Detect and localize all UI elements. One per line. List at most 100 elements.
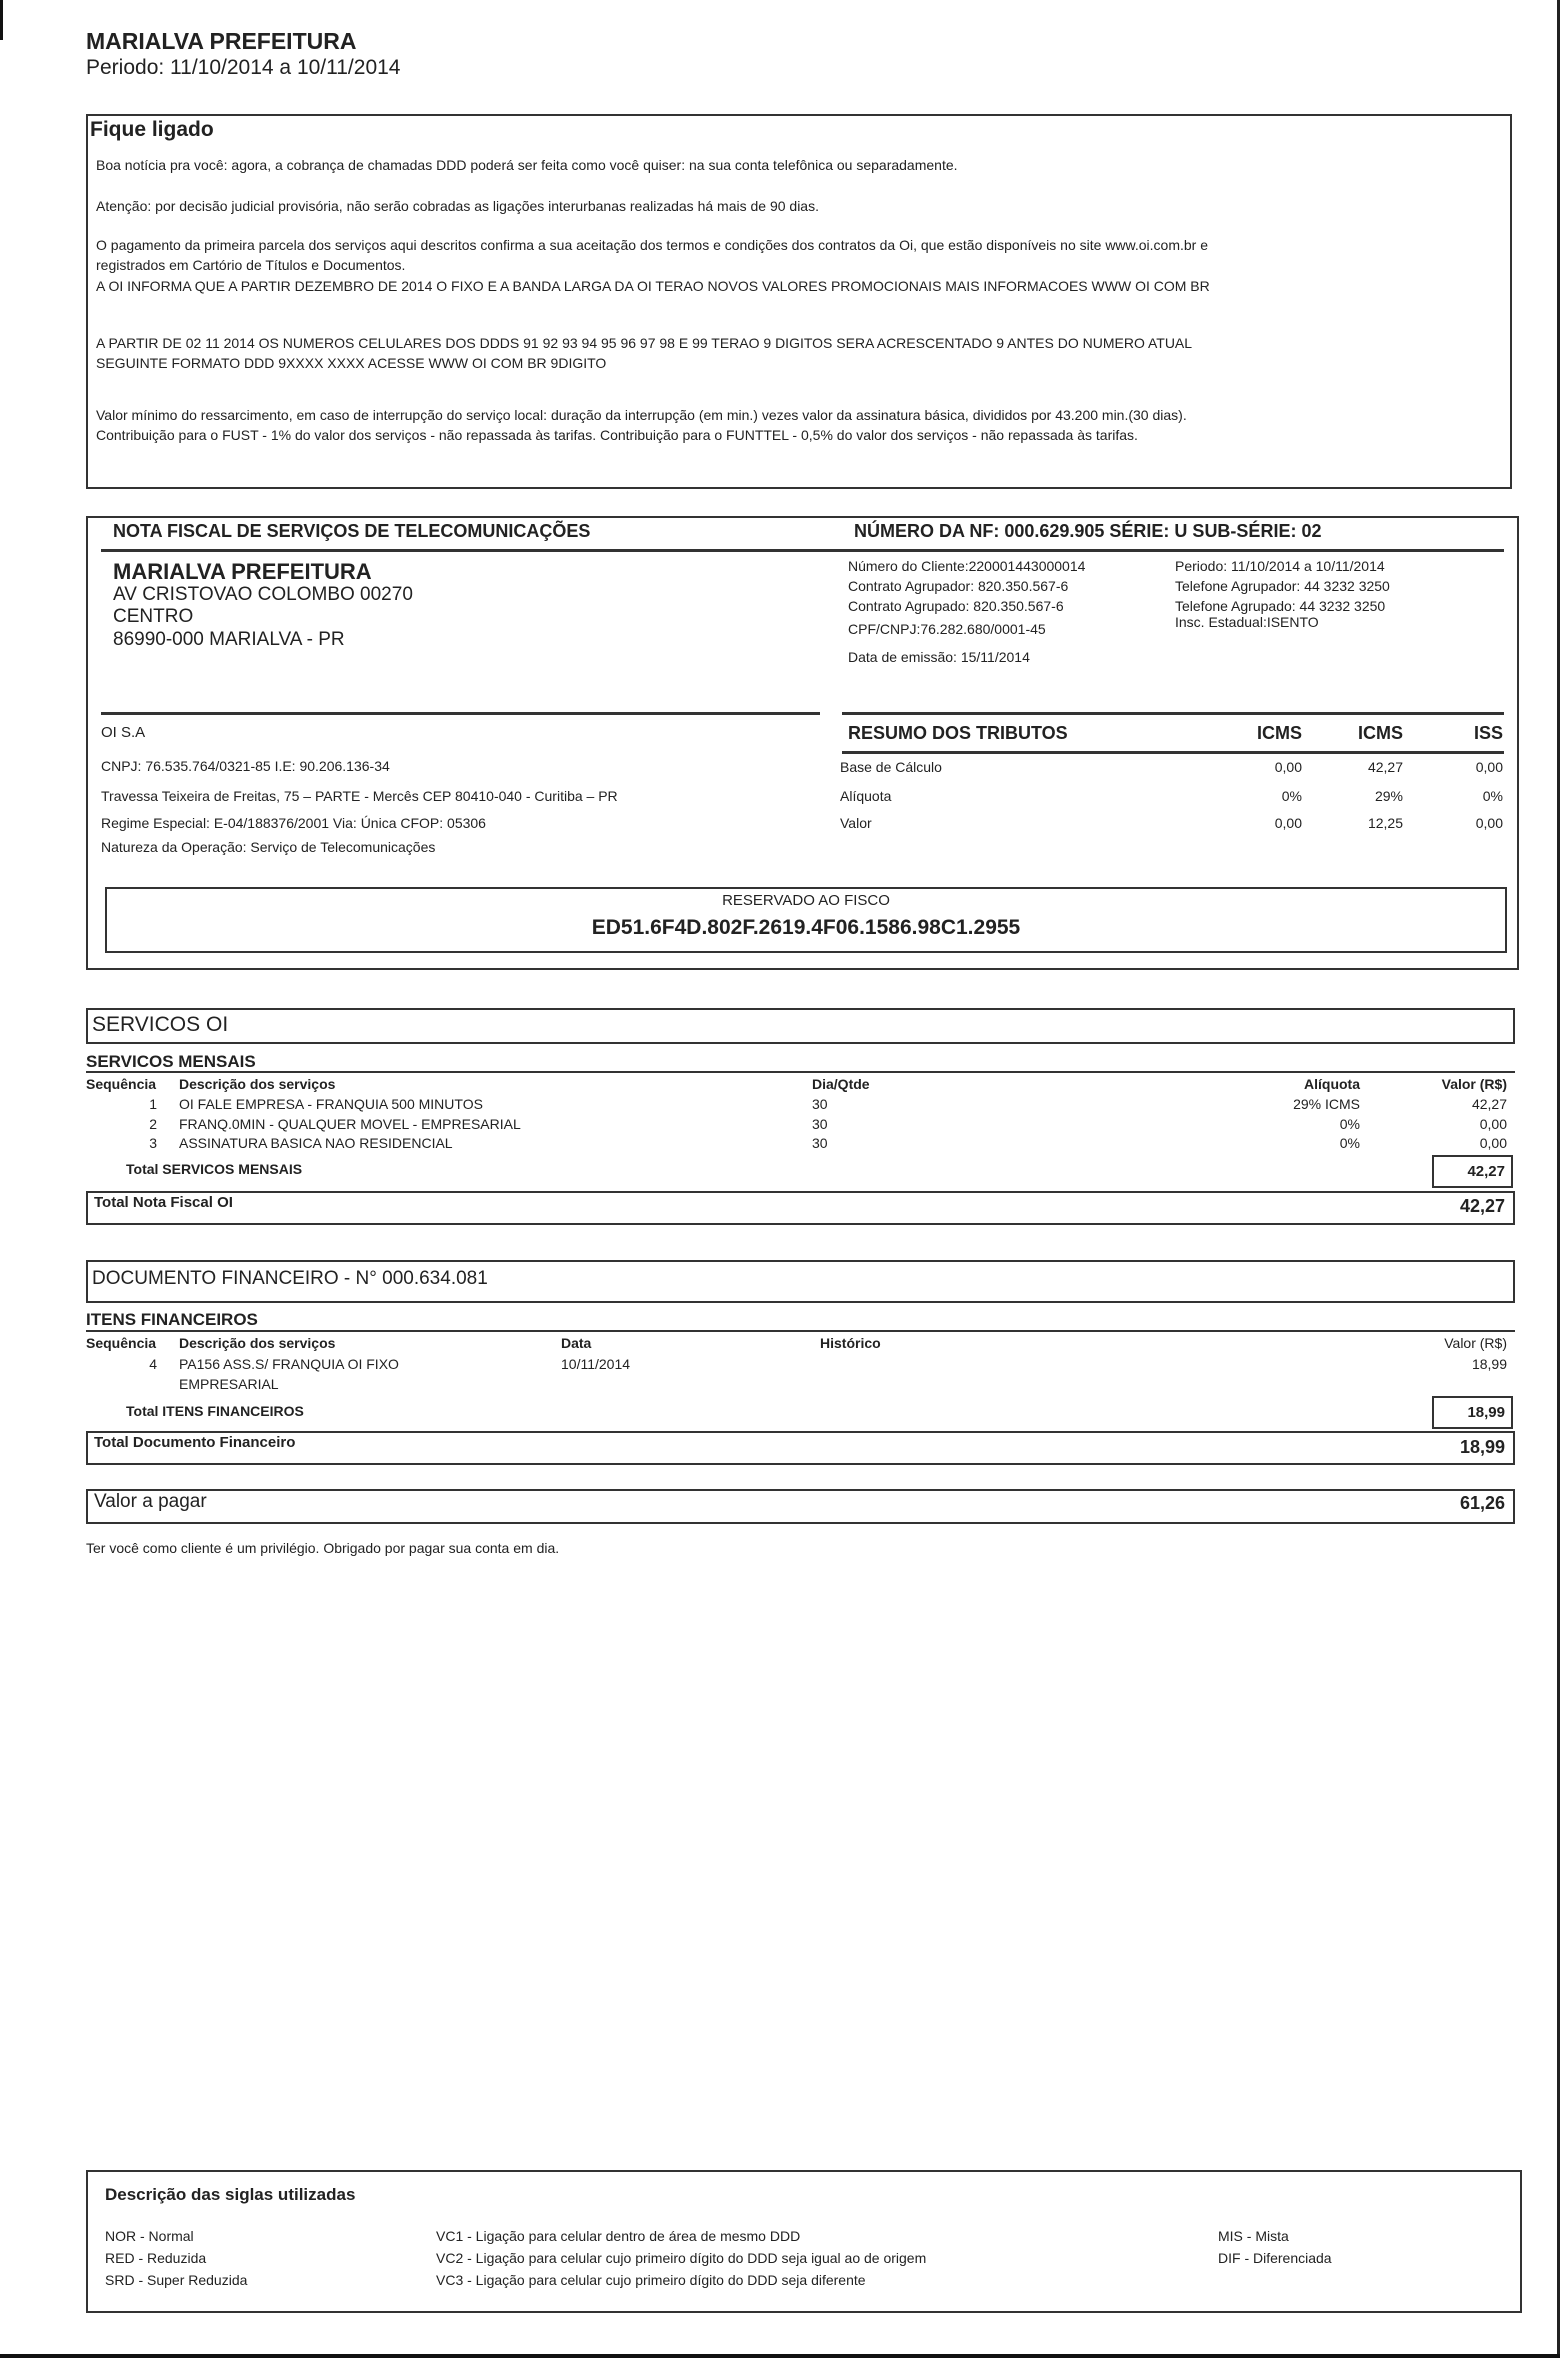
row-value: 42,27: [1471, 1096, 1507, 1112]
services-total-label: Total SERVICOS MENSAIS: [126, 1161, 303, 1177]
taxes-title: RESUMO DOS TRIBUTOS: [848, 723, 1068, 743]
legend-item: SRD - Super Reduzida: [105, 2272, 248, 2288]
row-seq: 1: [149, 1096, 157, 1112]
phone-grouped: Telefone Agrupado: 44 3232 3250: [1175, 598, 1386, 614]
col-sequence: Sequência: [86, 1335, 157, 1351]
legend-item: DIF - Diferenciada: [1218, 2250, 1332, 2266]
issuer-cnpj: CNPJ: 76.535.764/0321-85 I.E: 90.206.136…: [101, 758, 390, 774]
notice-line: Boa notícia pra você: agora, a cobrança …: [96, 157, 958, 173]
notice-line: Contribuição para o FUST - 1% do valor d…: [96, 427, 1138, 443]
doc-total-value: 18,99: [1459, 1437, 1505, 1457]
financial-header-box: [86, 1260, 1515, 1303]
legend-title: Descrição das siglas utilizadas: [105, 2185, 356, 2204]
tax-row-label: Alíquota: [840, 788, 892, 804]
divider: [101, 712, 820, 715]
row-desc: OI FALE EMPRESA - FRANQUIA 500 MINUTOS: [179, 1096, 483, 1112]
billing-period: Periodo: 11/10/2014 a 10/11/2014: [86, 56, 401, 79]
legend-item: RED - Reduzida: [105, 2250, 207, 2266]
col-history: Histórico: [820, 1335, 881, 1351]
financial-total-box: [1432, 1396, 1513, 1429]
tax-value: 42,27: [1367, 759, 1403, 775]
row-desc: PA156 ASS.S/ FRANQUIA OI FIXO: [179, 1356, 399, 1372]
services-title: SERVICOS OI: [92, 1013, 229, 1036]
row-qty: 30: [812, 1096, 828, 1112]
row-rate: 0%: [1339, 1116, 1360, 1132]
tax-value: 0%: [1482, 788, 1503, 804]
notice-line: A PARTIR DE 02 11 2014 OS NUMEROS CELULA…: [96, 335, 1193, 351]
col-description: Descrição dos serviços: [179, 1335, 336, 1351]
payment-value: 61,26: [1459, 1493, 1505, 1513]
tax-value: 29%: [1374, 788, 1403, 804]
legend-item: VC3 - Ligação para celular cujo primeiro…: [436, 2272, 866, 2288]
notice-line: Valor mínimo do ressarcimento, em caso d…: [96, 407, 1187, 423]
notice-title: Fique ligado: [90, 118, 214, 141]
divider: [842, 751, 1504, 754]
customer-district: CENTRO: [113, 606, 194, 627]
issuer-name: OI S.A: [101, 724, 146, 741]
nf-total-value: 42,27: [1459, 1196, 1505, 1216]
notice-line: A OI INFORMA QUE A PARTIR DEZEMBRO DE 20…: [96, 278, 1210, 294]
fisco-code: ED51.6F4D.802F.2619.4F06.1586.98C1.2955: [591, 916, 1021, 939]
thanks-message: Ter você como cliente é um privilégio. O…: [86, 1540, 560, 1556]
customer-address: AV CRISTOVAO COLOMBO 00270: [113, 584, 413, 605]
legend-box: [86, 2170, 1522, 2313]
financial-subtitle: ITENS FINANCEIROS: [86, 1310, 258, 1329]
fisco-label: RESERVADO AO FISCO: [722, 892, 890, 909]
row-qty: 30: [812, 1135, 828, 1151]
contract-grouped: Contrato Agrupado: 820.350.567-6: [848, 598, 1064, 614]
tax-value: 0,00: [1475, 759, 1503, 775]
tax-col-icms: ICMS: [1257, 723, 1302, 743]
row-desc: FRANQ.0MIN - QUALQUER MOVEL - EMPRESARIA…: [179, 1116, 521, 1132]
issue-date: Data de emissão: 15/11/2014: [848, 649, 1030, 665]
payment-box: [86, 1489, 1515, 1524]
services-header-box: [86, 1008, 1515, 1044]
tax-col-iss: ISS: [1473, 723, 1503, 743]
issuer-nature: Natureza da Operação: Serviço de Telecom…: [101, 839, 436, 855]
cpf-cnpj: CPF/CNPJ:76.282.680/0001-45: [848, 621, 1046, 637]
row-value: 18,99: [1471, 1356, 1507, 1372]
col-description: Descrição dos serviços: [179, 1076, 336, 1092]
col-value: Valor (R$): [1441, 1076, 1507, 1092]
divider: [86, 1330, 1515, 1332]
col-sequence: Sequência: [86, 1076, 157, 1092]
tax-value: 0,00: [1274, 759, 1302, 775]
period: Periodo: 11/10/2014 a 10/11/2014: [1175, 558, 1385, 574]
nf-total-box: [86, 1191, 1515, 1225]
row-seq: 2: [149, 1116, 157, 1132]
legend-item: VC1 - Ligação para celular dentro de áre…: [436, 2228, 801, 2244]
issuer-regime: Regime Especial: E-04/188376/2001 Via: Ú…: [101, 815, 486, 831]
tax-value: 12,25: [1367, 815, 1403, 831]
invoice-title: NOTA FISCAL DE SERVIÇOS DE TELECOMUNICAÇ…: [113, 521, 591, 541]
customer-name: MARIALVA PREFEITURA: [113, 559, 372, 584]
notice-box: [86, 114, 1512, 489]
row-seq: 3: [149, 1135, 157, 1151]
phone-grouper: Telefone Agrupador: 44 3232 3250: [1175, 578, 1390, 594]
financial-total-value: 18,99: [1467, 1404, 1505, 1421]
invoice-box: [86, 516, 1519, 970]
legend-item: NOR - Normal: [105, 2228, 194, 2244]
invoice-number: NÚMERO DA NF: 000.629.905 SÉRIE: U SUB-S…: [854, 521, 1322, 541]
notice-line: Atenção: por decisão judicial provisória…: [96, 198, 819, 214]
row-seq: 4: [149, 1356, 157, 1372]
row-desc-cont: EMPRESARIAL: [179, 1376, 279, 1392]
fisco-box: [105, 887, 1507, 953]
divider: [101, 549, 1504, 552]
tax-row-label: Valor: [840, 815, 872, 831]
doc-total-label: Total Documento Financeiro: [94, 1434, 296, 1451]
financial-total-label: Total ITENS FINANCEIROS: [126, 1403, 304, 1419]
doc-total-box: [86, 1431, 1515, 1465]
client-number: Número do Cliente:220001443000014: [848, 558, 1086, 574]
customer-title: MARIALVA PREFEITURA: [86, 28, 357, 54]
row-rate: 29% ICMS: [1293, 1096, 1360, 1112]
col-date: Data: [561, 1335, 592, 1351]
financial-title: DOCUMENTO FINANCEIRO - N° 000.634.081: [92, 1268, 488, 1289]
col-value: Valor (R$): [1444, 1335, 1507, 1351]
tax-col-icms: ICMS: [1358, 723, 1403, 743]
row-value: 0,00: [1479, 1135, 1507, 1151]
tax-value: 0%: [1281, 788, 1302, 804]
legend-item: MIS - Mista: [1218, 2228, 1289, 2244]
divider: [86, 1071, 1515, 1073]
scan-edge: [1557, 0, 1560, 2358]
row-date: 10/11/2014: [561, 1356, 631, 1372]
tax-row-label: Base de Cálculo: [840, 759, 942, 775]
